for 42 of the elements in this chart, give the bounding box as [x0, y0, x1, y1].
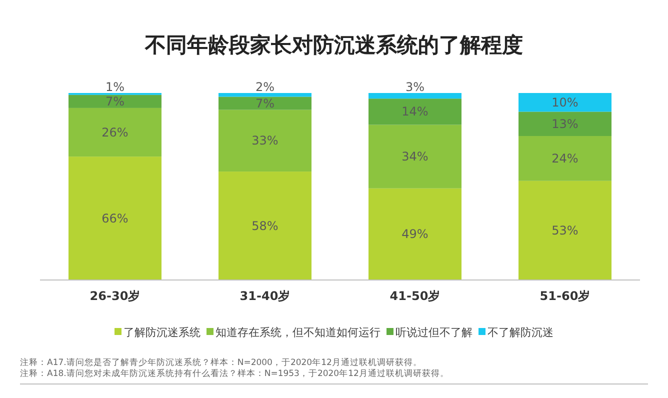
bar: [518, 112, 612, 136]
legend-label: 了解防沉迷系统: [124, 326, 200, 339]
data-label: 13%: [552, 116, 578, 131]
bar: [218, 110, 312, 172]
text: 注释：A18.请问您对未成年防沉迷系统持有什么看法？样本：N=1953，于2020年12月通过联机调研获得。: [20, 368, 449, 379]
x-tick-label: 51-60岁: [540, 289, 590, 303]
data-label: 34%: [402, 150, 428, 164]
x-tick-label: 31-40岁: [240, 289, 290, 303]
legend-label: 不了解防沉迷: [488, 326, 554, 339]
bar: [518, 93, 612, 112]
data-label: 53%: [552, 223, 578, 238]
bar: [68, 94, 162, 108]
data-label: 14%: [402, 104, 428, 119]
data-label: 33%: [252, 134, 278, 148]
bar: [218, 93, 312, 97]
data-label: 1%: [105, 80, 125, 94]
legend-label: 知道存在系统，但不知道如何运行: [216, 326, 380, 339]
bar: [68, 108, 162, 157]
bar: [368, 188, 462, 280]
data-label: 7%: [105, 94, 125, 108]
bar: [218, 96, 312, 110]
data-label: 2%: [255, 80, 275, 94]
data-label: 49%: [402, 227, 428, 242]
bar: [368, 124, 462, 188]
data-label: 58%: [252, 218, 278, 233]
bar: [368, 98, 462, 125]
bar: [518, 136, 612, 181]
data-label: 10%: [552, 95, 578, 110]
bar: [368, 93, 462, 99]
bar: [68, 156, 162, 280]
data-label: 3%: [405, 80, 425, 94]
data-label: 7%: [255, 96, 275, 110]
bar: [218, 172, 312, 280]
chart-title: 不同年龄段家长对防沉迷系统的了解程度: [144, 33, 523, 57]
x-tick-label: 41-50岁: [390, 289, 440, 303]
data-label: 66%: [102, 211, 128, 226]
bar: [518, 180, 612, 280]
data-label: 24%: [552, 151, 578, 166]
data-label: 26%: [102, 125, 128, 140]
x-tick-label: 26-30岁: [90, 289, 140, 303]
legend-label: 听说过但不了解: [396, 326, 472, 339]
text: 注释：A17.请问您是否了解青少年防沉迷系统？样本：N=2000，于2020年12月通过联机调研获得。: [20, 357, 422, 368]
